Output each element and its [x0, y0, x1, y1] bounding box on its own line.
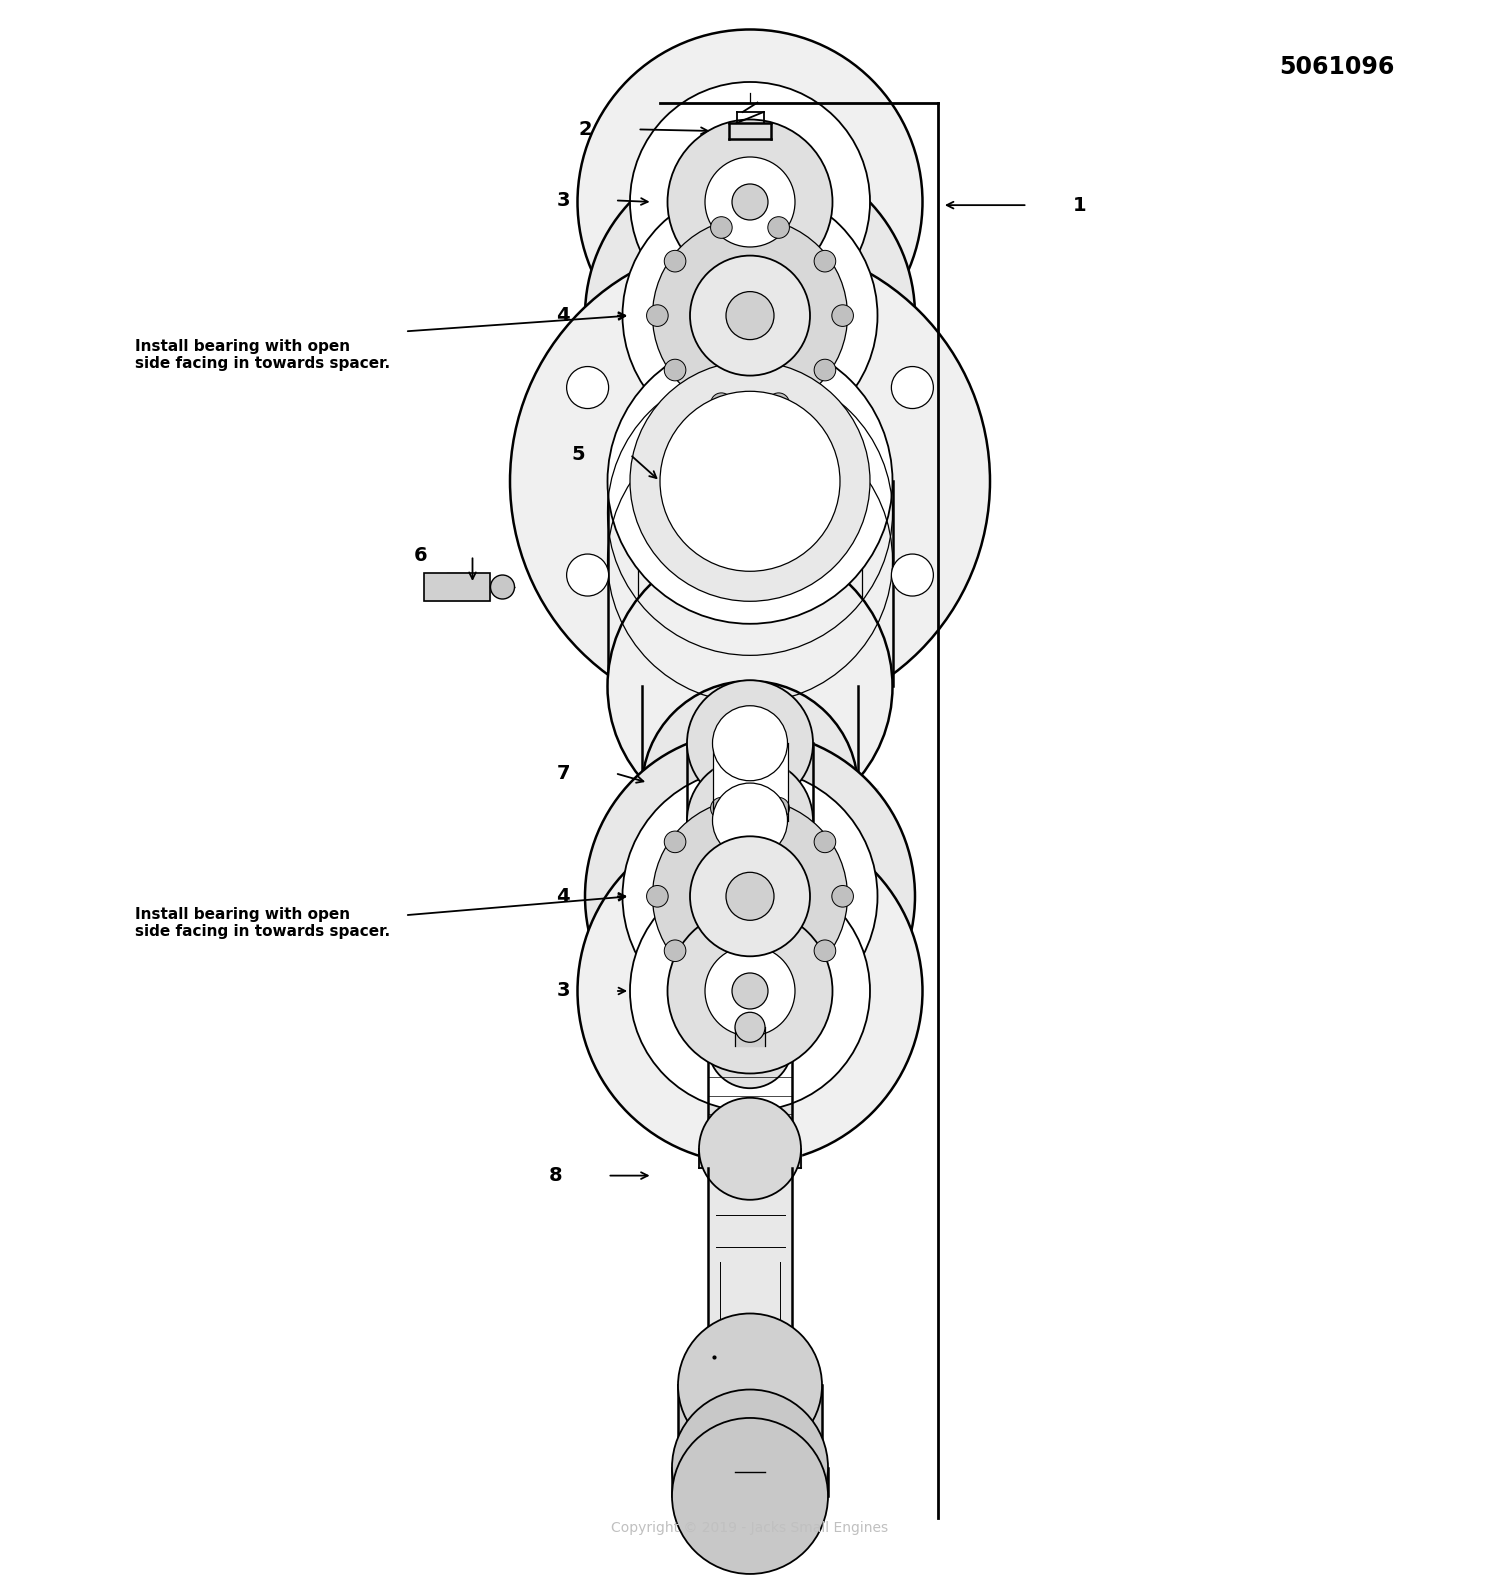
Ellipse shape	[768, 216, 789, 238]
Ellipse shape	[630, 82, 870, 322]
Ellipse shape	[668, 120, 832, 284]
Ellipse shape	[678, 1395, 822, 1540]
Ellipse shape	[711, 216, 732, 238]
Ellipse shape	[815, 360, 836, 380]
Ellipse shape	[672, 1390, 828, 1545]
Ellipse shape	[608, 544, 892, 828]
Text: 1: 1	[1072, 196, 1086, 215]
Ellipse shape	[712, 783, 788, 858]
Ellipse shape	[652, 218, 847, 413]
Polygon shape	[708, 1046, 792, 1149]
Polygon shape	[708, 1330, 792, 1385]
Polygon shape	[687, 743, 813, 821]
Ellipse shape	[585, 150, 915, 481]
Ellipse shape	[622, 768, 878, 1024]
Ellipse shape	[690, 256, 810, 376]
Text: 5061096: 5061096	[1280, 55, 1395, 79]
Ellipse shape	[815, 832, 836, 852]
Ellipse shape	[732, 974, 768, 1008]
Text: Copyright © 2019 - Jacks Small Engines: Copyright © 2019 - Jacks Small Engines	[612, 1521, 888, 1534]
Ellipse shape	[567, 366, 609, 409]
Ellipse shape	[711, 393, 732, 415]
Ellipse shape	[585, 731, 915, 1062]
Ellipse shape	[672, 1419, 828, 1573]
Ellipse shape	[608, 339, 892, 623]
Polygon shape	[678, 789, 822, 852]
Polygon shape	[424, 573, 490, 601]
Ellipse shape	[668, 909, 832, 1073]
Ellipse shape	[833, 305, 854, 327]
Ellipse shape	[712, 705, 788, 781]
Text: 6: 6	[414, 546, 428, 565]
Ellipse shape	[664, 940, 686, 961]
Ellipse shape	[622, 188, 878, 443]
Ellipse shape	[678, 1313, 822, 1458]
Ellipse shape	[664, 832, 686, 852]
Ellipse shape	[510, 241, 990, 721]
Ellipse shape	[833, 885, 854, 907]
Ellipse shape	[708, 1106, 792, 1191]
Ellipse shape	[630, 871, 870, 1111]
Polygon shape	[708, 1168, 792, 1346]
Ellipse shape	[578, 30, 922, 374]
Ellipse shape	[735, 1011, 765, 1043]
Ellipse shape	[815, 940, 836, 961]
Ellipse shape	[768, 797, 789, 819]
Ellipse shape	[652, 798, 847, 994]
Ellipse shape	[732, 185, 768, 219]
Text: 4: 4	[556, 306, 570, 325]
Ellipse shape	[664, 251, 686, 271]
Ellipse shape	[768, 974, 789, 996]
Ellipse shape	[705, 156, 795, 248]
Text: Jacks: Jacks	[770, 750, 865, 781]
Ellipse shape	[699, 1098, 801, 1199]
Ellipse shape	[646, 885, 668, 907]
Ellipse shape	[578, 819, 922, 1163]
Ellipse shape	[678, 780, 822, 925]
Ellipse shape	[708, 1004, 792, 1089]
Ellipse shape	[768, 393, 789, 415]
Polygon shape	[712, 743, 788, 821]
Polygon shape	[608, 481, 892, 686]
Polygon shape	[678, 1385, 822, 1468]
Text: Install bearing with open
side facing in towards spacer.: Install bearing with open side facing in…	[135, 907, 390, 939]
Text: 2: 2	[579, 120, 592, 139]
Text: SMALL ENGINES: SMALL ENGINES	[754, 787, 880, 800]
Polygon shape	[699, 1149, 801, 1168]
Ellipse shape	[690, 836, 810, 956]
Polygon shape	[672, 1468, 828, 1496]
Ellipse shape	[711, 797, 732, 819]
Ellipse shape	[490, 574, 514, 600]
Ellipse shape	[642, 682, 858, 896]
Ellipse shape	[726, 873, 774, 920]
Ellipse shape	[891, 554, 933, 596]
Bar	[424, 573, 490, 601]
Text: Install bearing with open
side facing in towards spacer.: Install bearing with open side facing in…	[135, 339, 390, 371]
Text: 5: 5	[572, 445, 585, 464]
Ellipse shape	[687, 757, 813, 884]
Polygon shape	[642, 686, 858, 789]
Ellipse shape	[687, 680, 813, 806]
Ellipse shape	[630, 361, 870, 601]
Ellipse shape	[815, 251, 836, 271]
Text: 3: 3	[556, 191, 570, 210]
Ellipse shape	[567, 554, 609, 596]
Ellipse shape	[705, 945, 795, 1037]
Text: 3: 3	[556, 982, 570, 1000]
Text: 7: 7	[556, 764, 570, 783]
Ellipse shape	[660, 391, 840, 571]
Ellipse shape	[664, 360, 686, 380]
Ellipse shape	[646, 305, 668, 327]
Ellipse shape	[891, 366, 933, 409]
Polygon shape	[735, 1027, 765, 1046]
Text: 4: 4	[556, 887, 570, 906]
Text: 8: 8	[549, 1166, 562, 1185]
Ellipse shape	[711, 974, 732, 996]
Ellipse shape	[726, 292, 774, 339]
